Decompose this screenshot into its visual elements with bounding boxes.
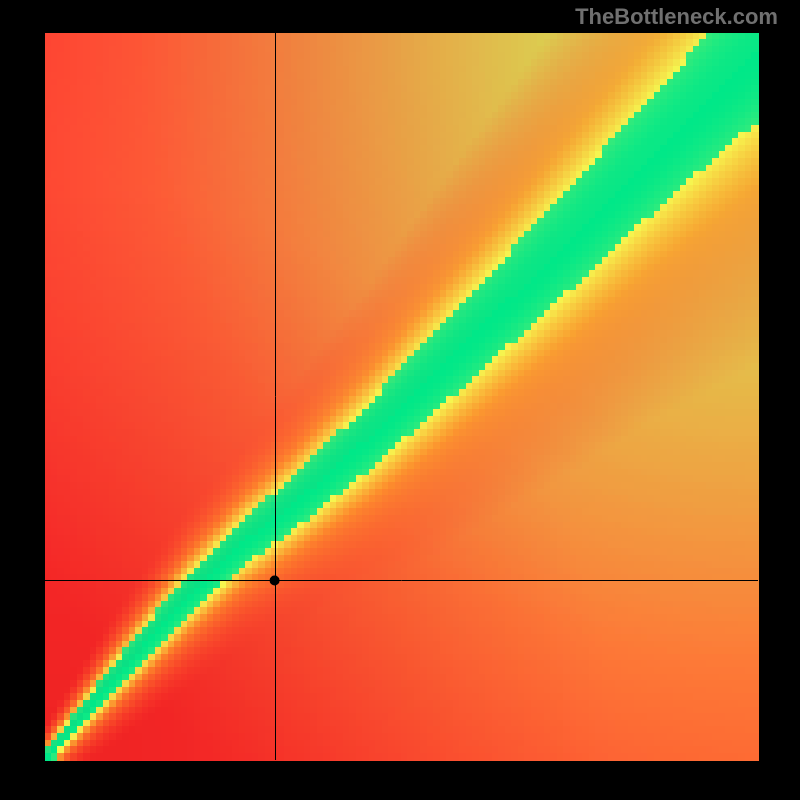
chart-root: TheBottleneck.com [0,0,800,800]
heatmap-canvas [0,0,800,800]
watermark-text: TheBottleneck.com [575,4,778,30]
